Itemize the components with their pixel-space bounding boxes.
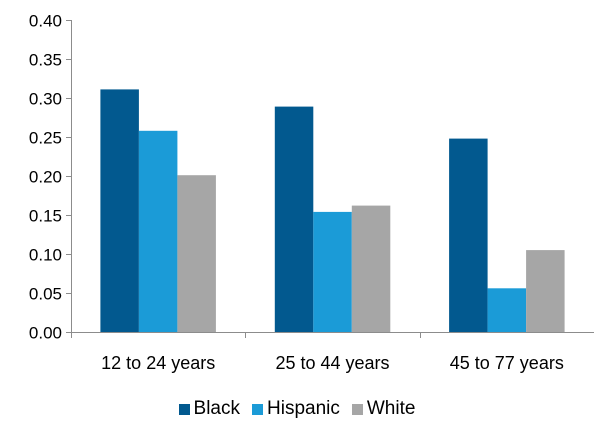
legend-label: Hispanic	[267, 398, 340, 419]
y-tick-label: 0.15	[29, 207, 62, 226]
legend-label: Black	[193, 398, 240, 419]
bar-hispanic-3	[487, 288, 527, 332]
y-tick-label: 0.35	[29, 51, 62, 70]
bar-hispanic-1	[138, 130, 178, 332]
y-tick-label: 0.10	[29, 246, 62, 265]
y-tick-label: 0.30	[29, 90, 62, 109]
bar-black-2	[274, 106, 314, 332]
y-tick-label: 0.20	[29, 168, 62, 187]
legend-item-hispanic: Hispanic	[252, 398, 340, 420]
chart-legend: Black Hispanic White	[0, 398, 594, 420]
bar-white-3	[526, 250, 565, 332]
y-tick-label: 0.00	[29, 324, 62, 343]
x-category-label: 25 to 44 years	[275, 353, 389, 373]
legend-swatch	[252, 403, 263, 415]
bar-black-3	[449, 138, 488, 332]
x-category-label: 45 to 77 years	[450, 353, 564, 373]
y-tick-label: 0.25	[29, 129, 62, 148]
y-tick-label: 0.05	[29, 285, 62, 304]
y-tick-label: 0.40	[29, 12, 62, 31]
bar-white-1	[177, 175, 216, 332]
x-category-label: 12 to 24 years	[101, 353, 215, 373]
legend-label: White	[366, 398, 416, 419]
legend-item-black: Black	[178, 398, 240, 420]
legend-swatch	[178, 403, 190, 415]
bar-black-1	[100, 89, 139, 333]
legend-item-white: White	[351, 398, 416, 420]
labels-layer: 0.00 0.05 0.10 0.15 0.20 0.25 0.30 0.35 0.40 12 t…	[29, 12, 564, 374]
bar-white-2	[351, 205, 391, 332]
axes-layer	[66, 20, 594, 338]
bar-hispanic-2	[313, 211, 352, 332]
bars-layer	[100, 89, 565, 333]
legend-swatch	[351, 403, 363, 415]
